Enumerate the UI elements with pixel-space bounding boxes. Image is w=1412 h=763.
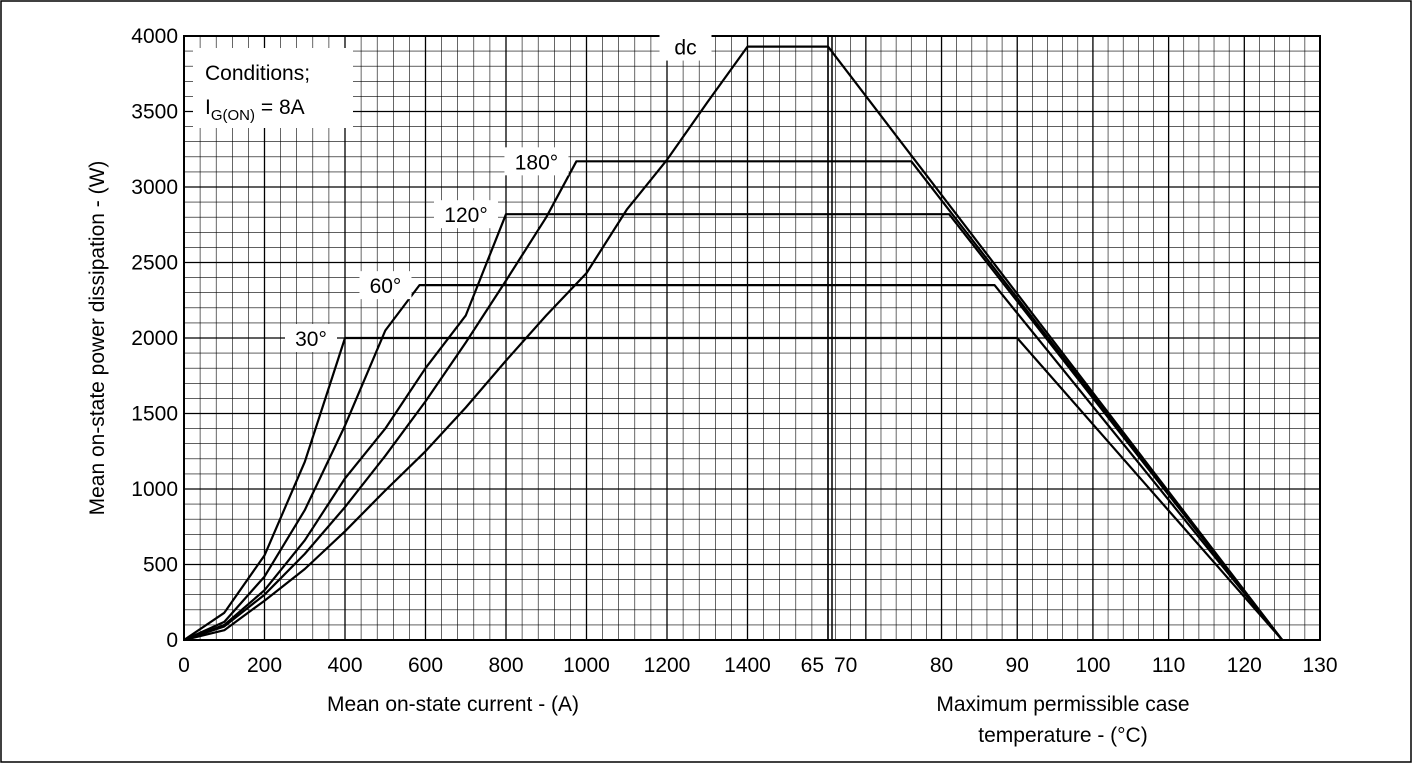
conditions-line1: Conditions; (205, 62, 310, 85)
tick-labels: 0 500 1000 1500 2000 2500 3000 3500 4000 0 200 400 6… (131, 25, 1337, 677)
conditions-symbol: I (205, 96, 211, 119)
series-labels: 30° 60° 120° 180° dc (285, 32, 712, 352)
series-label: 120° (444, 204, 487, 227)
conditions-box (193, 48, 353, 128)
x-tick-label-temperature: 120 (1227, 654, 1262, 677)
x-tick-label-current: 1000 (563, 654, 610, 677)
series-label-bg (285, 324, 337, 352)
y-tick-label: 4000 (131, 25, 178, 48)
conditions-value: = 8A (255, 96, 305, 119)
series-label-bg (434, 200, 498, 229)
series-line (183, 336, 1284, 641)
x-axis-title-left: Mean on-state current - (A) (327, 693, 579, 716)
x-tick-label-current: 800 (488, 654, 523, 677)
series-line (183, 45, 1284, 642)
y-tick-label: 1000 (131, 478, 178, 501)
series-line (183, 160, 1284, 642)
x-tick-label-current: 400 (327, 654, 362, 677)
x-axis-title-right-line1: Maximum permissible case (936, 693, 1189, 716)
y-tick-label: 3000 (131, 176, 178, 199)
x-tick-label-temperature: 100 (1075, 654, 1110, 677)
y-axis-title: Mean on-state power dissipation - (W) (86, 161, 109, 516)
x-tick-label-current: 1200 (644, 654, 691, 677)
series-label: dc (674, 37, 696, 60)
series-label-bg (504, 147, 569, 176)
x-tick-label-current: 0 (178, 654, 190, 677)
y-tick-label: 0 (166, 629, 178, 652)
x-tick-label-temperature: 70 (834, 654, 857, 677)
series-label: 60° (370, 275, 402, 298)
x-tick-label-current: 200 (247, 654, 282, 677)
x-tick-label-temperature: 110 (1152, 654, 1185, 677)
conditions-line2: IG(ON) = 8A (205, 96, 305, 124)
series-label: 30° (295, 328, 327, 351)
y-tick-label: 1500 (131, 403, 178, 426)
x-tick-label-temperature: 90 (1006, 654, 1029, 677)
series-group (183, 45, 1284, 642)
series-label: 180° (515, 151, 558, 174)
series-label-bg (359, 271, 412, 300)
y-tick-label: 2500 (131, 252, 178, 275)
x-tick-label-current: 600 (408, 654, 443, 677)
x-tick-label-temperature: 80 (930, 654, 953, 677)
x-tick-label-temperature: 130 (1302, 654, 1337, 677)
y-tick-label: 500 (143, 554, 178, 577)
y-tick-label: 3500 (131, 101, 178, 124)
x-tick-label-current: 1400 (724, 654, 771, 677)
series-line (183, 213, 1284, 642)
x-axis-title-right-line2: temperature - (°C) (978, 724, 1147, 747)
y-tick-label: 2000 (131, 327, 178, 350)
series-label-bg (659, 32, 712, 61)
plot-border (183, 35, 1321, 641)
series-line (183, 284, 1284, 642)
conditions-subscript: G(ON) (211, 107, 255, 124)
x-tick-label-temperature: 65 (801, 654, 824, 677)
